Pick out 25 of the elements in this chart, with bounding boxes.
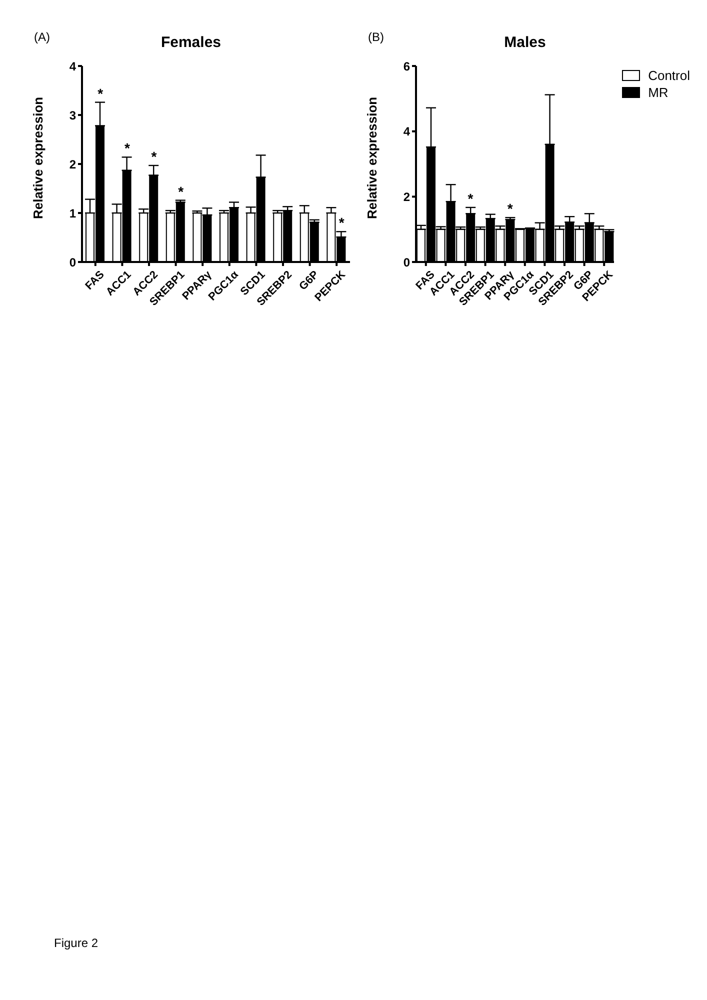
annotation: * <box>338 214 345 231</box>
text: (B) <box>368 30 384 44</box>
annotation: * <box>124 140 130 156</box>
annotation: * <box>468 190 474 206</box>
y-tick-label: 2 <box>403 190 410 204</box>
annotation: * <box>178 183 184 200</box>
y-tick-label: 0 <box>69 255 76 270</box>
y-tick-label: 4 <box>403 124 410 139</box>
y-axis-title: Relative expression <box>30 96 46 219</box>
y-tick-label: 0 <box>403 255 410 270</box>
legend-label: MR <box>648 85 668 100</box>
y-tick-label: 4 <box>69 59 76 74</box>
chart-title: Females <box>160 34 222 51</box>
y-tick-label: 3 <box>69 108 76 122</box>
y-tick-label: 2 <box>69 157 76 172</box>
y-tick-label: 6 <box>403 59 410 74</box>
text: (A) <box>34 30 50 44</box>
chart-title: Males <box>504 34 546 51</box>
legend-label: Control <box>648 68 690 83</box>
annotation: * <box>98 85 104 102</box>
y-axis-title: Relative expression <box>364 96 380 219</box>
caption: Figure 2 <box>54 936 98 950</box>
annotation: * <box>507 200 514 217</box>
y-tick-label: 1 <box>69 206 76 220</box>
annotation: * <box>151 148 158 164</box>
